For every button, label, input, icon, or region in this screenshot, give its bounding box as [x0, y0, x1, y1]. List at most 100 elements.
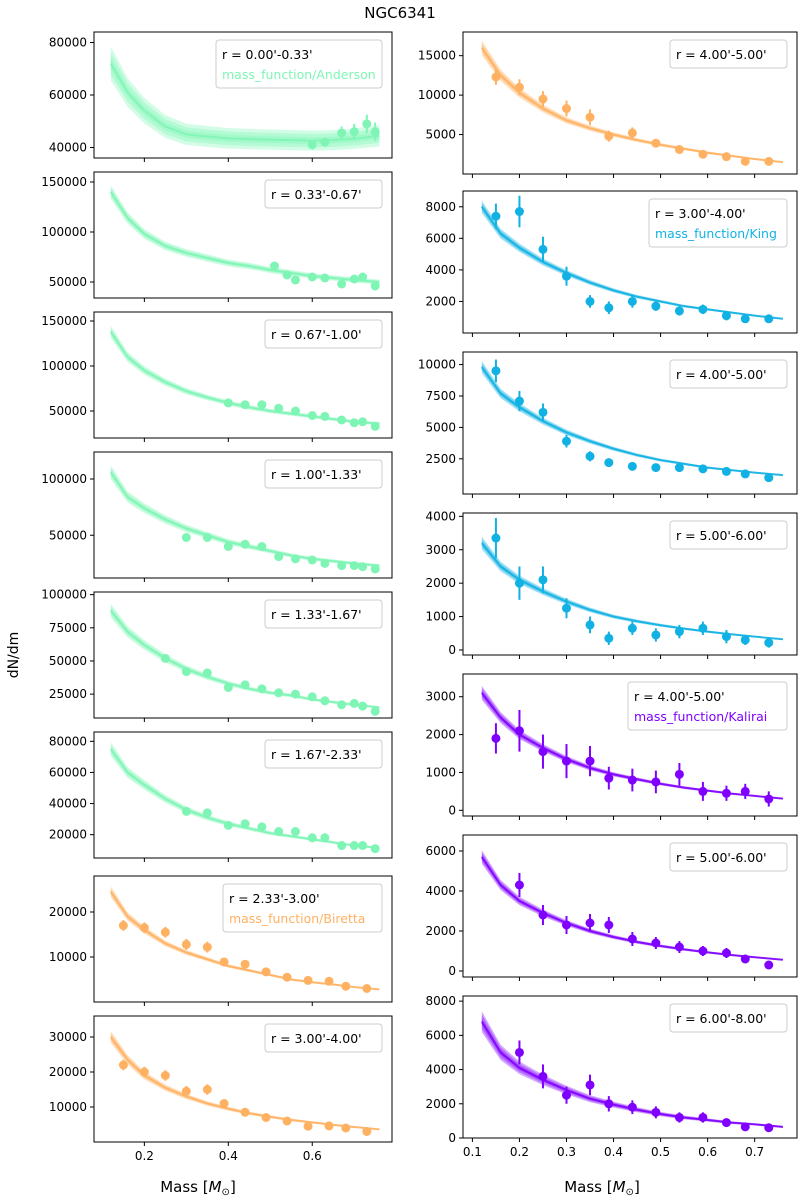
data-point: [223, 398, 233, 408]
data-point: [585, 756, 595, 766]
x-axis-label-right-end: ]: [634, 1178, 640, 1196]
legend-box: [648, 198, 788, 248]
data-point: [324, 1121, 334, 1131]
data-point: [538, 407, 548, 417]
legend-label: r = 0.33'-0.67': [271, 187, 362, 202]
y-tick-label: 150000: [41, 314, 87, 328]
data-point: [627, 128, 637, 138]
data-point: [370, 281, 380, 291]
data-point: [491, 733, 501, 743]
panel-8: 10000 20000 30000 0.2 0.4 0.6 r = 3.00'-4.00': [49, 1015, 393, 1163]
data-point: [721, 788, 731, 798]
y-tick-label: 1000: [425, 765, 456, 779]
data-point: [240, 819, 250, 829]
data-point: [370, 127, 380, 137]
y-tick-label: 50000: [49, 528, 87, 542]
data-point: [604, 131, 614, 141]
data-point: [561, 920, 571, 930]
data-point: [307, 692, 317, 702]
data-point: [139, 923, 149, 933]
data-point: [764, 794, 774, 804]
legend-label: r = 5.00'-6.00': [676, 528, 767, 543]
data-point: [358, 562, 368, 572]
data-point: [307, 833, 317, 843]
data-point: [290, 689, 300, 699]
y-tick-label: 40000: [49, 797, 87, 811]
data-point: [651, 301, 661, 311]
data-point: [764, 473, 774, 483]
data-point: [362, 984, 372, 993]
y-tick-label: 150000: [41, 175, 87, 189]
data-point: [240, 539, 250, 549]
axes-frame: [462, 673, 798, 817]
data-point: [604, 1099, 614, 1109]
data-point: [651, 777, 661, 787]
panel-1: 40000 60000 80000 r = 0.00'-0.33' mass_funct…: [49, 31, 393, 162]
y-tick-label: 7500: [425, 389, 456, 403]
data-point: [514, 207, 524, 217]
y-tick-label: 2500: [425, 452, 456, 466]
x-axis-label-right-symbol: M: [613, 1178, 626, 1196]
y-tick-label: 50000: [49, 654, 87, 668]
data-point: [627, 623, 637, 633]
legend-label: r = 0.00'-0.33': [222, 47, 313, 62]
data-point: [349, 841, 359, 851]
y-axis-label: dN/dm: [6, 632, 22, 679]
data-point: [491, 533, 501, 543]
x-axis-label-left-symbol: M: [209, 1178, 222, 1196]
y-tick-label: 8000: [425, 200, 456, 214]
legend-dataset: mass_function/Biretta: [229, 911, 365, 926]
legend-box: [669, 1003, 788, 1033]
y-tick-label: 5000: [425, 128, 456, 142]
data-point: [181, 1086, 191, 1096]
data-point: [561, 1090, 571, 1100]
data-point: [274, 688, 284, 698]
y-tick-label: 10000: [49, 950, 87, 964]
data-point: [491, 72, 501, 82]
data-point: [698, 623, 708, 633]
data-point: [651, 138, 661, 148]
data-point: [764, 314, 774, 324]
data-point: [538, 575, 548, 585]
data-point: [538, 1071, 548, 1081]
data-point: [561, 436, 571, 446]
legend-label: r = 4.00'-5.00': [676, 367, 767, 382]
data-point: [160, 1071, 170, 1080]
x-tick-label: 0.6: [303, 1149, 322, 1163]
data-point: [349, 561, 359, 571]
data-point: [118, 1060, 128, 1070]
data-point: [257, 684, 267, 694]
y-tick-label: 25000: [49, 687, 87, 701]
data-point: [627, 934, 637, 944]
y-tick-label: 0: [448, 643, 456, 657]
data-point: [721, 1118, 731, 1128]
data-point: [370, 706, 380, 716]
legend-label: r = 1.00'-1.33': [271, 467, 362, 482]
axes-frame: [93, 591, 393, 719]
x-tick-label: 0.3: [557, 1145, 576, 1159]
axes-frame: [93, 1015, 393, 1143]
legend-box: [669, 842, 788, 872]
x-tick-label: 0.2: [135, 1149, 154, 1163]
data-point: [223, 542, 233, 551]
data-point: [240, 1107, 250, 1117]
axes-frame: [93, 875, 393, 1003]
data-point: [320, 273, 330, 283]
x-tick-label: 0.4: [604, 1145, 623, 1159]
data-point: [698, 1112, 708, 1122]
data-point: [181, 667, 191, 677]
legend-box: [222, 883, 383, 933]
data-point: [561, 271, 571, 281]
axes-frame: [93, 311, 393, 439]
data-point: [269, 261, 279, 271]
legend-box: [627, 681, 788, 731]
data-point: [604, 773, 614, 783]
axes-frame: [462, 190, 798, 334]
data-point: [282, 1116, 292, 1126]
data-point: [307, 140, 317, 150]
legend-box: [215, 39, 383, 89]
data-point: [538, 244, 548, 254]
y-tick-label: 2000: [425, 1097, 456, 1111]
data-point: [627, 296, 637, 306]
